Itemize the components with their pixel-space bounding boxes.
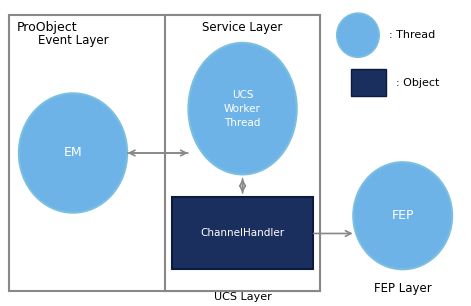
Text: ChannelHandler: ChannelHandler — [201, 228, 284, 238]
Ellipse shape — [188, 43, 297, 174]
Bar — [165, 15, 320, 291]
Text: UCS
Worker
Thread: UCS Worker Thread — [224, 90, 261, 128]
Ellipse shape — [19, 93, 127, 213]
Text: FEP Layer: FEP Layer — [374, 282, 431, 294]
Text: Service Layer: Service Layer — [203, 21, 283, 34]
Ellipse shape — [337, 13, 379, 57]
Bar — [9, 15, 320, 291]
Text: ProObject: ProObject — [16, 21, 77, 34]
Text: : Thread: : Thread — [389, 30, 435, 40]
Bar — [172, 197, 313, 269]
Text: FEP: FEP — [391, 209, 414, 222]
Bar — [351, 69, 386, 96]
Text: UCS Layer: UCS Layer — [214, 292, 271, 302]
Text: EM: EM — [64, 147, 82, 159]
Text: Event Layer: Event Layer — [38, 34, 108, 47]
Text: : Object: : Object — [396, 78, 439, 88]
Ellipse shape — [353, 162, 452, 269]
